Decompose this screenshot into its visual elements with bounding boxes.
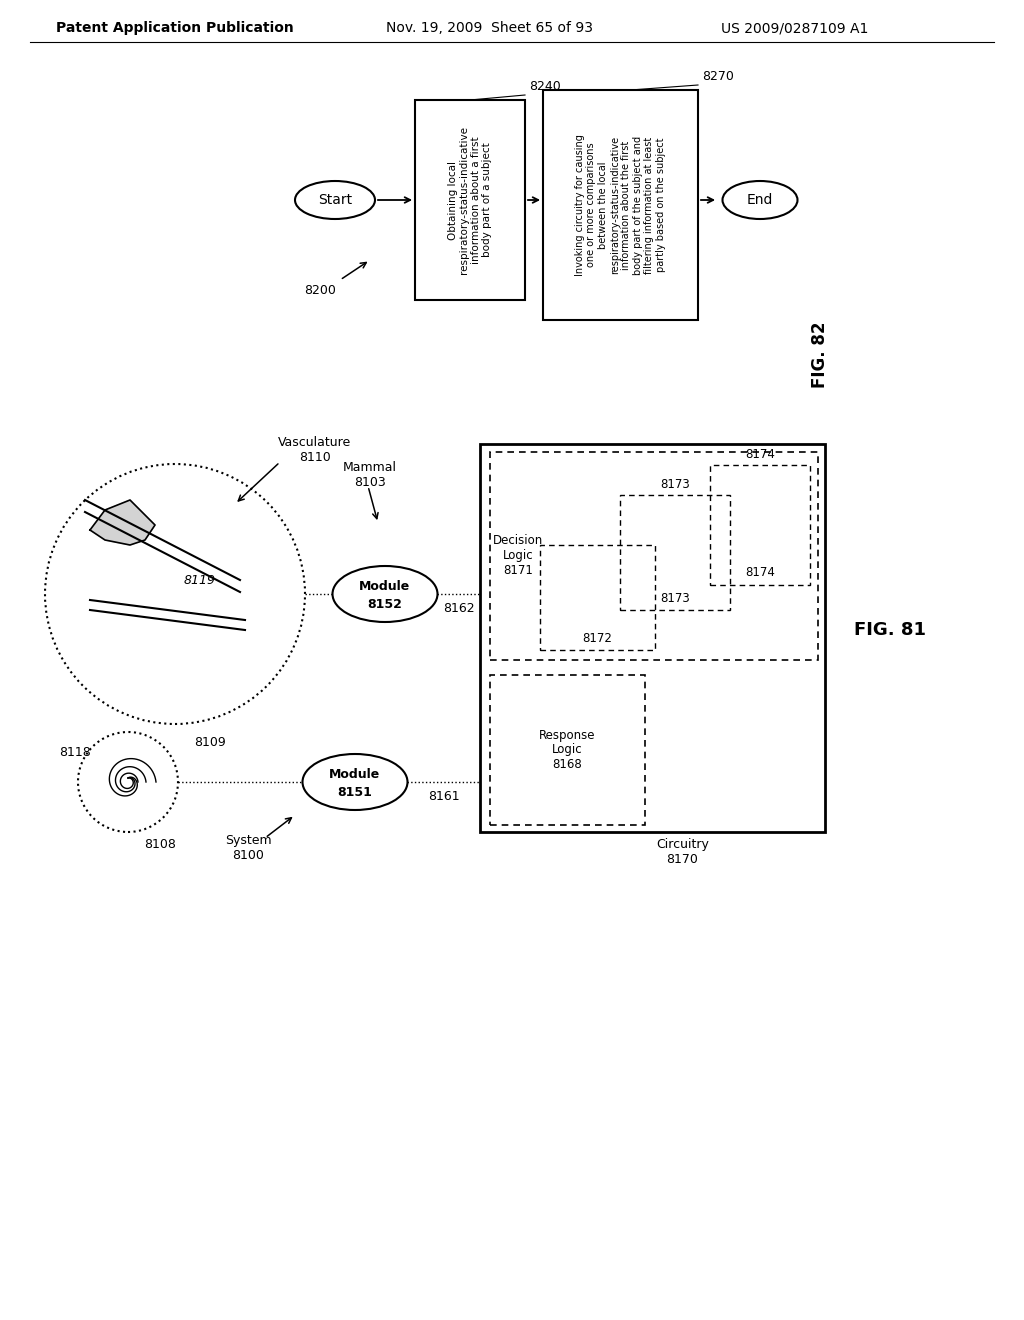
Ellipse shape — [333, 566, 437, 622]
Text: 8151: 8151 — [338, 785, 373, 799]
Text: 8174: 8174 — [745, 449, 775, 462]
Text: 8161: 8161 — [428, 789, 460, 803]
Text: FIG. 82: FIG. 82 — [811, 322, 829, 388]
Text: 8119: 8119 — [184, 573, 216, 586]
Text: 8174: 8174 — [745, 566, 775, 579]
Text: End: End — [746, 193, 773, 207]
Polygon shape — [90, 500, 155, 545]
Text: Invoking circuitry for causing
one or more comparisons
between the local
respira: Invoking circuitry for causing one or mo… — [574, 135, 666, 276]
Text: Decision
Logic
8171: Decision Logic 8171 — [493, 535, 543, 578]
Text: 8172: 8172 — [583, 631, 612, 644]
Text: Mammal
8103: Mammal 8103 — [343, 461, 397, 488]
Bar — [490, 675, 645, 825]
Text: Module: Module — [330, 768, 381, 781]
Text: Nov. 19, 2009  Sheet 65 of 93: Nov. 19, 2009 Sheet 65 of 93 — [386, 21, 594, 36]
Text: 8108: 8108 — [144, 837, 176, 850]
Text: Patent Application Publication: Patent Application Publication — [56, 21, 294, 36]
Text: Response
Logic
8168: Response Logic 8168 — [540, 729, 596, 771]
Text: 8173: 8173 — [660, 479, 690, 491]
Bar — [490, 451, 818, 660]
Text: 8240: 8240 — [529, 81, 561, 94]
Bar — [710, 465, 810, 585]
Text: 8118: 8118 — [59, 746, 91, 759]
Text: 8173: 8173 — [660, 591, 690, 605]
Text: Start: Start — [317, 193, 352, 207]
Bar — [415, 100, 525, 300]
Bar — [540, 545, 655, 649]
Text: 8200: 8200 — [304, 284, 336, 297]
Text: Circuitry
8170: Circuitry 8170 — [656, 838, 709, 866]
Text: Vasculature
8110: Vasculature 8110 — [279, 436, 351, 465]
Bar — [480, 444, 825, 832]
Text: 8270: 8270 — [702, 70, 734, 83]
Ellipse shape — [302, 754, 408, 810]
Bar — [543, 90, 698, 319]
Text: 8152: 8152 — [368, 598, 402, 610]
Text: Obtaining local
respiratory-status-indicative
information about a first
body par: Obtaining local respiratory-status-indic… — [447, 125, 493, 275]
Bar — [620, 495, 730, 610]
Text: Module: Module — [359, 581, 411, 594]
Text: System
8100: System 8100 — [224, 834, 271, 862]
Text: 8162: 8162 — [442, 602, 474, 615]
Text: 8109: 8109 — [195, 735, 226, 748]
Text: FIG. 81: FIG. 81 — [854, 620, 926, 639]
Text: US 2009/0287109 A1: US 2009/0287109 A1 — [721, 21, 868, 36]
